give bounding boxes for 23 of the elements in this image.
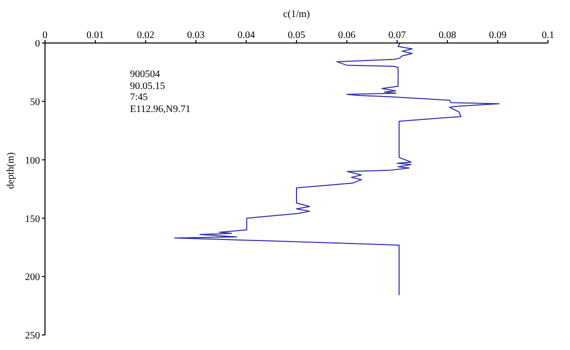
annotation: 90.05.15 bbox=[130, 80, 166, 92]
x-tick-label: 0.05 bbox=[288, 30, 306, 41]
x-tick-label: 0.07 bbox=[388, 30, 406, 41]
annotation: E112.96,N9.71 bbox=[130, 104, 190, 115]
x-tick-label: 0.06 bbox=[338, 30, 356, 41]
annotation: 900504 bbox=[130, 69, 161, 80]
y-tick-label: 0 bbox=[35, 38, 40, 50]
x-tick-label: 0.1 bbox=[542, 30, 554, 41]
x-tick-label: 0 bbox=[42, 30, 48, 41]
y-tick-label: 150 bbox=[25, 214, 40, 225]
annotation: 7:45 bbox=[130, 92, 149, 104]
y-tick-label: 100 bbox=[25, 155, 40, 166]
x-tick-label: 0.01 bbox=[86, 30, 104, 41]
y-tick-label: 250 bbox=[25, 330, 40, 342]
x-tick-label: 0.02 bbox=[136, 30, 154, 41]
x-tick-label: 0.08 bbox=[438, 30, 456, 41]
x-tick-label: 0.04 bbox=[237, 30, 255, 41]
y-tick-label: 50 bbox=[30, 96, 40, 108]
y-tick-label: 200 bbox=[25, 272, 40, 284]
y-axis-title: depth(m) bbox=[6, 152, 17, 189]
x-axis-title: c(1/m) bbox=[283, 9, 310, 20]
x-tick-label: 0.03 bbox=[187, 30, 205, 41]
x-tick-label: 0.09 bbox=[488, 30, 506, 41]
